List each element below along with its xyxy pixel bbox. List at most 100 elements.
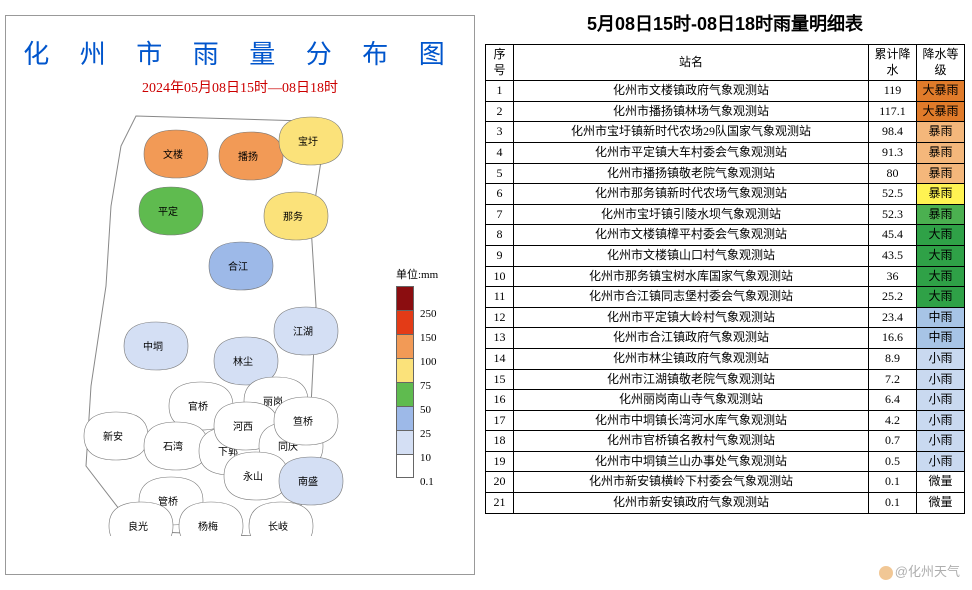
cell-level: 暴雨: [917, 184, 965, 205]
cell-level: 小雨: [917, 410, 965, 431]
map-subtitle: 2024年05月08日15时—08日18时: [6, 77, 474, 97]
table-row: 17化州市中垌镇长湾河水库气象观测站4.2小雨: [486, 410, 965, 431]
map-region-label: 江湖: [293, 326, 313, 338]
table-row: 7化州市宝圩镇引陵水坝气象观测站52.3暴雨: [486, 204, 965, 225]
table-row: 14化州市林尘镇政府气象观测站8.9小雨: [486, 348, 965, 369]
map-region-label: 宝圩: [298, 135, 318, 148]
header-level: 降水等级: [917, 45, 965, 81]
weibo-icon: [879, 566, 893, 580]
cell-level: 大暴雨: [917, 81, 965, 102]
cell-name: 化州市宝圩镇引陵水坝气象观测站: [514, 204, 869, 225]
cell-level: 小雨: [917, 390, 965, 411]
cell-value: 0.1: [869, 472, 917, 493]
map-region-label: 林尘: [233, 355, 253, 368]
legend-swatch: [396, 430, 414, 454]
cell-seq: 9: [486, 245, 514, 266]
cell-value: 36: [869, 266, 917, 287]
cell-name: 化州市林尘镇政府气象观测站: [514, 348, 869, 369]
map-region-label: 永山: [243, 470, 263, 483]
rainfall-table: 序号 站名 累计降水 降水等级 1化州市文楼镇政府气象观测站119大暴雨2化州市…: [485, 44, 965, 514]
table-row: 10化州市那务镇宝树水库国家气象观测站36大雨: [486, 266, 965, 287]
table-row: 11化州市合江镇同志堡村委会气象观测站25.2大雨: [486, 287, 965, 308]
cell-value: 52.5: [869, 184, 917, 205]
map-region-label: 杨梅: [198, 520, 218, 533]
cell-value: 0.5: [869, 451, 917, 472]
cell-level: 暴雨: [917, 142, 965, 163]
header-seq: 序号: [486, 45, 514, 81]
map-region-label: 南盛: [298, 475, 318, 488]
table-row: 16化州丽岗南山寺气象观测站6.4小雨: [486, 390, 965, 411]
cell-value: 117.1: [869, 101, 917, 122]
legend-swatch: [396, 334, 414, 358]
table-row: 18化州市官桥镇名教村气象观测站0.7小雨: [486, 431, 965, 452]
cell-name: 化州市那务镇新时代农场气象观测站: [514, 184, 869, 205]
cell-value: 91.3: [869, 142, 917, 163]
cell-name: 化州市平定镇大岭村气象观测站: [514, 307, 869, 328]
cell-seq: 12: [486, 307, 514, 328]
cell-value: 23.4: [869, 307, 917, 328]
cell-seq: 11: [486, 287, 514, 308]
map-region-label: 河西: [233, 421, 253, 433]
cell-seq: 8: [486, 225, 514, 246]
cell-level: 大暴雨: [917, 101, 965, 122]
cell-value: 25.2: [869, 287, 917, 308]
legend-swatch: [396, 286, 414, 310]
cell-seq: 4: [486, 142, 514, 163]
cell-name: 化州丽岗南山寺气象观测站: [514, 390, 869, 411]
table-title: 5月08日15时-08日18时雨量明细表: [485, 10, 965, 36]
cell-value: 0.1: [869, 493, 917, 514]
cell-name: 化州市江湖镇敬老院气象观测站: [514, 369, 869, 390]
cell-level: 小雨: [917, 369, 965, 390]
legend-swatch: [396, 454, 414, 478]
map-region-label: 文楼: [163, 148, 183, 161]
map-region-label: 那务: [283, 210, 303, 223]
legend-label: 50: [420, 398, 437, 422]
cell-level: 中雨: [917, 328, 965, 349]
legend-swatch: [396, 406, 414, 430]
cell-name: 化州市新安镇横岭下村委会气象观测站: [514, 472, 869, 493]
cell-value: 52.3: [869, 204, 917, 225]
watermark-text: @化州天气: [895, 564, 960, 579]
table-row: 6化州市那务镇新时代农场气象观测站52.5暴雨: [486, 184, 965, 205]
cell-name: 化州市播扬镇敬老院气象观测站: [514, 163, 869, 184]
table-header-row: 序号 站名 累计降水 降水等级: [486, 45, 965, 81]
cell-level: 大雨: [917, 245, 965, 266]
cell-seq: 10: [486, 266, 514, 287]
cell-name: 化州市宝圩镇新时代农场29队国家气象观测站: [514, 122, 869, 143]
table-row: 15化州市江湖镇敬老院气象观测站7.2小雨: [486, 369, 965, 390]
cell-seq: 15: [486, 369, 514, 390]
cell-level: 小雨: [917, 348, 965, 369]
cell-value: 16.6: [869, 328, 917, 349]
legend-label: 150: [420, 326, 437, 350]
cell-value: 7.2: [869, 369, 917, 390]
legend-swatch: [396, 310, 414, 334]
cell-name: 化州市中垌镇长湾河水库气象观测站: [514, 410, 869, 431]
cell-name: 化州市那务镇宝树水库国家气象观测站: [514, 266, 869, 287]
map-region-label: 笪桥: [293, 415, 313, 428]
map-region-label: 官桥: [188, 400, 208, 413]
map-region-label: 新安: [103, 430, 123, 443]
cell-level: 大雨: [917, 225, 965, 246]
cell-value: 6.4: [869, 390, 917, 411]
cell-value: 98.4: [869, 122, 917, 143]
cell-value: 119: [869, 81, 917, 102]
cell-name: 化州市合江镇政府气象观测站: [514, 328, 869, 349]
cell-name: 化州市中垌镇兰山办事处气象观测站: [514, 451, 869, 472]
cell-level: 暴雨: [917, 163, 965, 184]
cell-level: 暴雨: [917, 204, 965, 225]
cell-value: 0.7: [869, 431, 917, 452]
cell-seq: 16: [486, 390, 514, 411]
cell-level: 暴雨: [917, 122, 965, 143]
map-region-label: 石湾: [163, 440, 183, 453]
cell-level: 小雨: [917, 431, 965, 452]
map-panel: 化 州 市 雨 量 分 布 图 2024年05月08日15时—08日18时 文楼…: [5, 15, 475, 575]
table-row: 3化州市宝圩镇新时代农场29队国家气象观测站98.4暴雨: [486, 122, 965, 143]
cell-seq: 7: [486, 204, 514, 225]
map-legend: 单位:mm 250150100755025100.1: [396, 266, 456, 478]
table-row: 20化州市新安镇横岭下村委会气象观测站0.1微量: [486, 472, 965, 493]
map-region-label: 合江: [228, 260, 248, 273]
choropleth-map: 文楼播扬宝圩平定那务合江中垌江湖林尘官桥丽岗新安石湾下郭河西同庆笪桥永山南盛管桥…: [56, 106, 376, 536]
table-row: 13化州市合江镇政府气象观测站16.6中雨: [486, 328, 965, 349]
cell-seq: 3: [486, 122, 514, 143]
cell-seq: 18: [486, 431, 514, 452]
